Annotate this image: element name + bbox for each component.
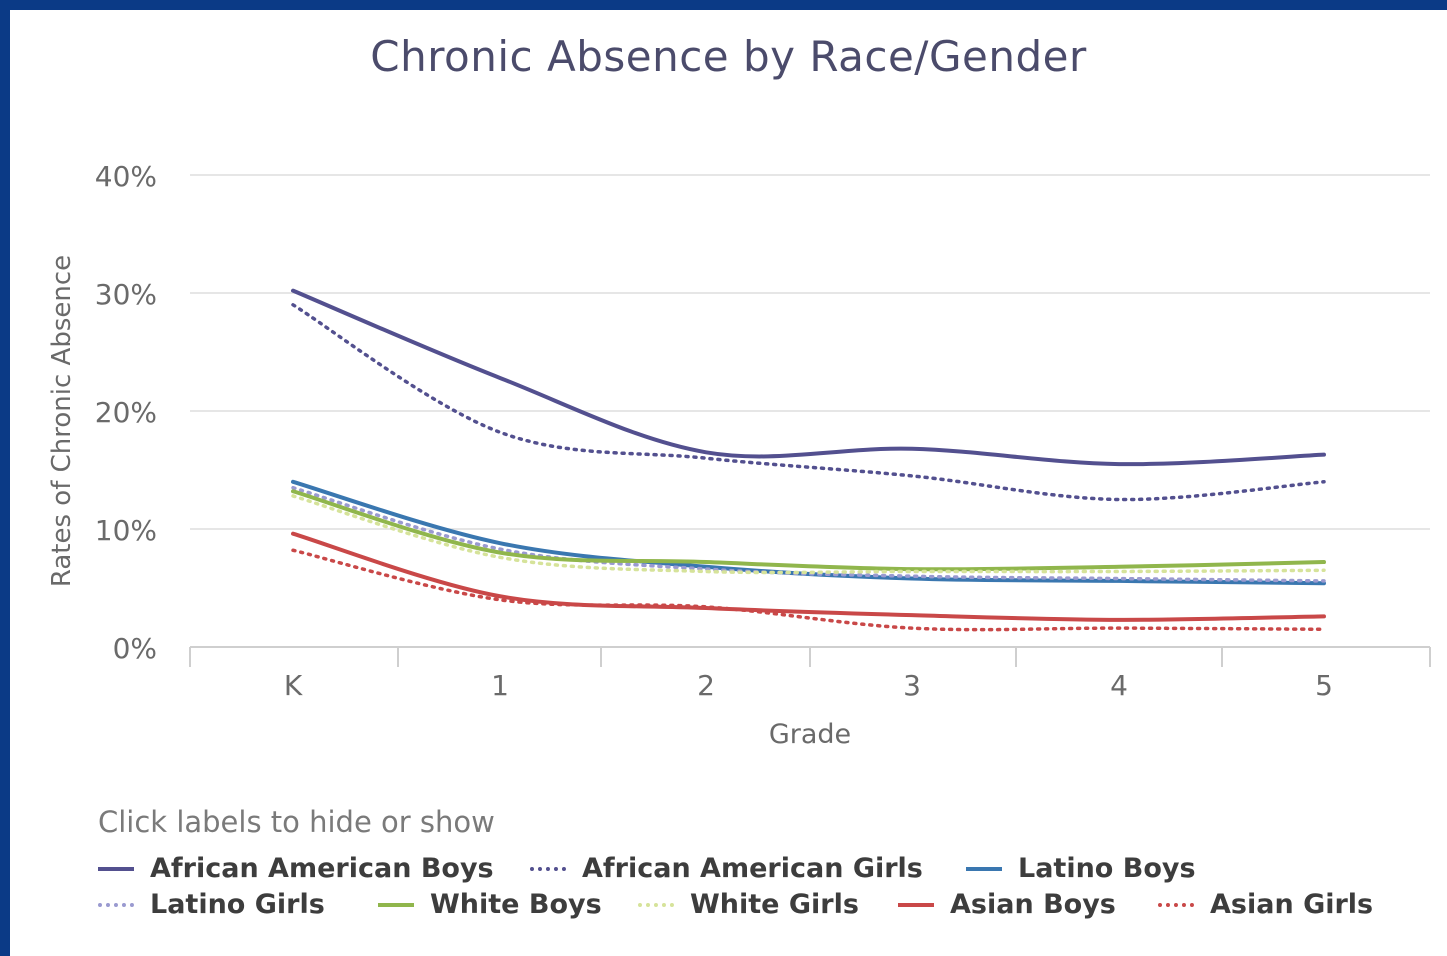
legend-item-asian-girls[interactable]: Asian Girls xyxy=(1158,889,1373,920)
x-tick-label: K xyxy=(284,669,303,702)
x-tick-label: 3 xyxy=(903,669,921,702)
legend-label: Latino Boys xyxy=(1018,853,1196,884)
legend-label: White Girls xyxy=(690,889,859,920)
legend-item-latino-boys[interactable]: Latino Boys xyxy=(966,853,1196,884)
legend-swatch xyxy=(1158,902,1194,907)
y-tick-label: 0% xyxy=(113,632,157,665)
legend-label: Latino Girls xyxy=(150,889,325,920)
legend-row: African American Boys African American Gi… xyxy=(98,853,1418,889)
legend-swatch xyxy=(378,902,414,907)
chart-panel: Chronic Absence by Race/Gender 0% 10% 20% 3… xyxy=(10,10,1447,956)
x-tick-label: 2 xyxy=(697,669,715,702)
legend: African American Boys African American Gi… xyxy=(98,853,1418,925)
legend-row: Latino Girls White Boys White Girls Asian B… xyxy=(98,889,1418,925)
series-line-asian-boys xyxy=(291,531,1326,622)
line-chart: 0% 10% 20% 30% 40% K 1 2 3 4 5 Grade Rates of Chroni… xyxy=(47,160,1431,750)
legend-swatch xyxy=(638,902,674,907)
legend-label: African American Boys xyxy=(150,853,494,884)
legend-label: White Boys xyxy=(430,889,602,920)
legend-swatch xyxy=(98,866,134,871)
y-tick-label: 20% xyxy=(95,396,157,429)
series-line-white-boys xyxy=(291,489,1326,572)
y-tick-label: 30% xyxy=(95,278,157,311)
legend-swatch xyxy=(898,902,934,907)
legend-hint: Click labels to hide or show xyxy=(98,805,495,839)
y-axis-title: Rates of Chronic Absence xyxy=(47,255,77,587)
series-line-african-american-girls xyxy=(291,303,1326,502)
series-line-latino-boys xyxy=(291,479,1326,586)
legend-label: Asian Boys xyxy=(950,889,1116,920)
legend-item-asian-boys[interactable]: Asian Boys xyxy=(898,889,1116,920)
x-tick-label: 4 xyxy=(1110,669,1128,702)
x-tick-label: 5 xyxy=(1315,669,1333,702)
legend-item-latino-girls[interactable]: Latino Girls xyxy=(98,889,325,920)
y-tick-label: 10% xyxy=(95,514,157,547)
series-line-african-american-boys xyxy=(291,288,1326,467)
legend-swatch xyxy=(966,866,1002,871)
y-tick-label: 40% xyxy=(95,160,157,193)
legend-item-white-girls[interactable]: White Girls xyxy=(638,889,859,920)
legend-swatch xyxy=(98,902,134,907)
legend-item-african-american-girls[interactable]: African American Girls xyxy=(530,853,923,884)
legend-item-african-american-boys[interactable]: African American Boys xyxy=(98,853,494,884)
series-line-asian-girls xyxy=(291,548,1326,632)
x-tick-label: 1 xyxy=(491,669,509,702)
legend-item-white-boys[interactable]: White Boys xyxy=(378,889,602,920)
legend-swatch xyxy=(530,866,566,871)
series-line-white-girls xyxy=(291,494,1326,575)
x-axis-title: Grade xyxy=(769,719,851,750)
legend-label: Asian Girls xyxy=(1210,889,1374,920)
series-line-latino-girls xyxy=(291,485,1326,583)
legend-label: African American Girls xyxy=(582,853,923,884)
chart-title: Chronic Absence by Race/Gender xyxy=(370,32,1087,81)
